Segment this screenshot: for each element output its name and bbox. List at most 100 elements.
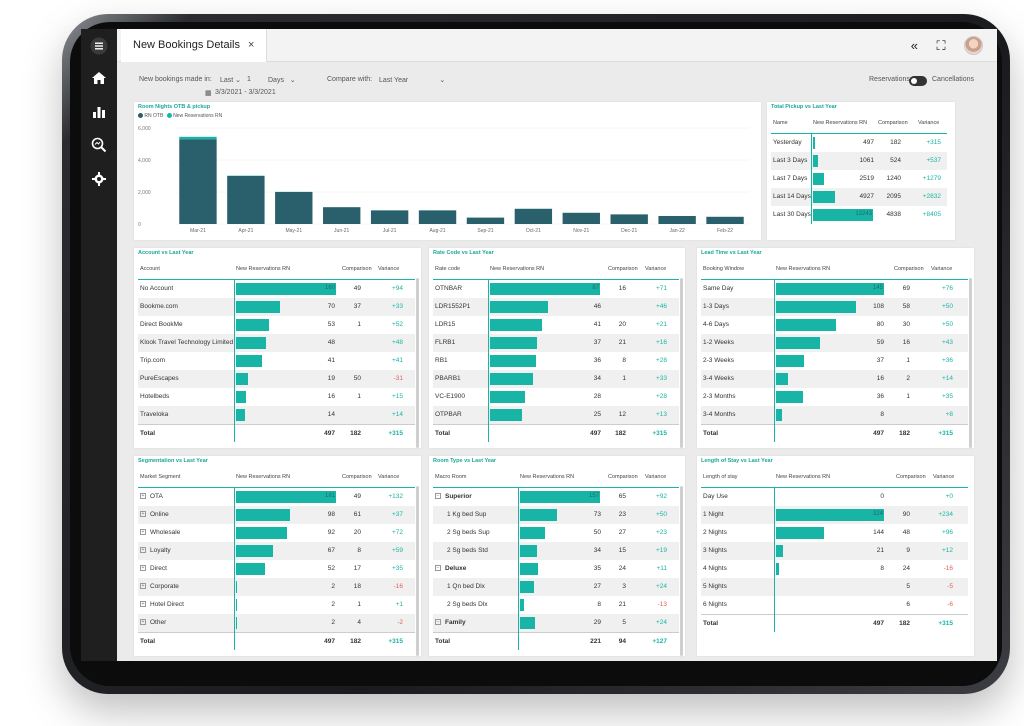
- rate-row[interactable]: OTPBAR 25 12 +13: [433, 406, 679, 424]
- bar-chart-icon[interactable]: [90, 103, 108, 121]
- total-pickup-table: Name New Reservations RN Comparison Varianc…: [771, 113, 947, 224]
- total_pickup-row[interactable]: Last 14 Days 4927 2095 +2832: [771, 188, 947, 206]
- lead-row[interactable]: 4-6 Days 80 30 +50: [701, 316, 968, 334]
- lead-row[interactable]: 1-2 Weeks 59 16 +43: [701, 334, 968, 352]
- collapse-icon[interactable]: «: [910, 38, 918, 53]
- value-bar: [776, 355, 804, 367]
- roomtype-row[interactable]: 2 Sg beds Sup 50 27 +23: [433, 524, 679, 542]
- period-value: Last: [220, 77, 234, 84]
- total_pickup-row[interactable]: Last 3 Days 1061 524 +537: [771, 152, 947, 170]
- segment-row[interactable]: + OTA 181 49 +132: [138, 488, 415, 506]
- bar-otb: [706, 216, 744, 224]
- new-reservations-value: 8: [597, 601, 601, 608]
- total-label: Total: [703, 430, 719, 437]
- lead-scrollbar[interactable]: [969, 278, 972, 448]
- row-label: PureEscapes: [140, 375, 179, 382]
- bar-otb: [610, 214, 648, 224]
- total-variance: +315: [938, 620, 953, 627]
- new-reservations-value: 2: [331, 601, 335, 608]
- account-row[interactable]: Traveloka 14 +14: [138, 406, 415, 424]
- account-row[interactable]: Klook Travel Technology Limited 48 +48: [138, 334, 415, 352]
- lead-row[interactable]: 3-4 Months 8 +8: [701, 406, 968, 424]
- bar-otb: [466, 217, 505, 224]
- total_pickup-row[interactable]: Last 7 Days 2519 1240 +1279: [771, 170, 947, 188]
- total_pickup-row[interactable]: Last 30 Days 13243 4838 +8405: [771, 206, 947, 224]
- avatar[interactable]: [964, 36, 983, 55]
- account-row[interactable]: Hotelbeds 16 1 +15: [138, 388, 415, 406]
- value-bar: [520, 509, 558, 521]
- variance-value: +36: [941, 357, 953, 364]
- segment-row[interactable]: + Wholesale 92 20 +72: [138, 524, 415, 542]
- stay-row[interactable]: 1 Night 324 90 +234: [701, 506, 968, 524]
- account-total-row: Total 497 182 +315: [138, 424, 415, 442]
- segment-row[interactable]: + Direct 52 17 +35: [138, 560, 415, 578]
- value-bar: [236, 319, 270, 331]
- account-row[interactable]: Bookme.com 70 37 +33: [138, 298, 415, 316]
- roomtype-row[interactable]: 1 Kg bed Sup 73 23 +50: [433, 506, 679, 524]
- account-row[interactable]: No Account 160 49 +94: [138, 280, 415, 298]
- stay-row[interactable]: 2 Nights 144 48 +96: [701, 524, 968, 542]
- rate-row[interactable]: LDR15 41 20 +21: [433, 316, 679, 334]
- account-row[interactable]: Direct BookMe 53 1 +52: [138, 316, 415, 334]
- unit-select[interactable]: Days ⌄: [268, 77, 296, 84]
- rate-row[interactable]: FLRB1 37 21 +16: [433, 334, 679, 352]
- tab-new-bookings[interactable]: New Bookings Details ×: [121, 29, 268, 62]
- close-icon[interactable]: ×: [248, 39, 255, 51]
- home-icon[interactable]: [90, 69, 108, 87]
- stay-row[interactable]: 6 Nights 6 -6: [701, 596, 968, 614]
- new-reservations-value: 48: [327, 339, 335, 346]
- search-analytics-icon[interactable]: [90, 136, 108, 154]
- roomtype-row[interactable]: − Deluxe 35 24 +11: [433, 560, 679, 578]
- stay-row[interactable]: 5 Nights 5 -5: [701, 578, 968, 596]
- gear-icon[interactable]: [90, 170, 108, 188]
- new-reservations-value: 52: [327, 565, 335, 572]
- row-label: VC-E1900: [435, 393, 465, 400]
- rate-row[interactable]: LDR1552P1 46 +46: [433, 298, 679, 316]
- bar-otb: [658, 216, 696, 224]
- value-bar: [776, 373, 788, 385]
- row-label: Loyalty: [150, 547, 171, 554]
- rate-row[interactable]: VC-E1900 28 +28: [433, 388, 679, 406]
- fullscreen-icon[interactable]: ⛶: [936, 37, 946, 53]
- lead-row[interactable]: 3-4 Weeks 16 2 +14: [701, 370, 968, 388]
- total-value: 221: [590, 638, 601, 645]
- lead-row[interactable]: 2-3 Months 36 1 +35: [701, 388, 968, 406]
- menu-icon[interactable]: [90, 37, 108, 55]
- account-scrollbar[interactable]: [416, 278, 419, 448]
- account-row[interactable]: PureEscapes 19 50 -31: [138, 370, 415, 388]
- column-header: Variance: [645, 474, 667, 480]
- rate-row[interactable]: OTNBAR 87 16 +71: [433, 280, 679, 298]
- rate-scrollbar[interactable]: [680, 278, 683, 448]
- stay-row[interactable]: 3 Nights 21 9 +12: [701, 542, 968, 560]
- roomtype-row[interactable]: 1 Qn bed Dlx 27 3 +24: [433, 578, 679, 596]
- account-row[interactable]: Trip.com 41 +41: [138, 352, 415, 370]
- compare-select[interactable]: Last Year ⌄: [379, 77, 446, 84]
- roomtype-scrollbar[interactable]: [680, 486, 683, 656]
- roomtype-row[interactable]: − Superior 157 65 +92: [433, 488, 679, 506]
- roomtype-row[interactable]: − Family 29 5 +24: [433, 614, 679, 632]
- y-tick-label: 6,000: [138, 126, 151, 132]
- total_pickup-row[interactable]: Yesterday 497 182 +315: [771, 134, 947, 152]
- lead-row[interactable]: 2-3 Weeks 37 1 +36: [701, 352, 968, 370]
- segment-scrollbar[interactable]: [416, 486, 419, 656]
- roomtype-row[interactable]: 2 Sg beds Dlx 8 21 -13: [433, 596, 679, 614]
- date-range[interactable]: 3/3/2021 - 3/3/2021: [215, 89, 276, 96]
- rate-row[interactable]: RB1 36 8 +28: [433, 352, 679, 370]
- expand-icon: +: [140, 583, 146, 589]
- period-number[interactable]: 1: [247, 76, 251, 83]
- row-label: Day Use: [703, 493, 728, 500]
- lead-row[interactable]: 1-3 Days 108 58 +50: [701, 298, 968, 316]
- stay-row[interactable]: Day Use 0 +0: [701, 488, 968, 506]
- lead-row[interactable]: Same Day 145 69 +76: [701, 280, 968, 298]
- stay-row[interactable]: 4 Nights 8 24 -16: [701, 560, 968, 578]
- segment-row[interactable]: + Corporate 2 18 -16: [138, 578, 415, 596]
- period-select[interactable]: Last ⌄: [220, 77, 242, 84]
- segment-row[interactable]: + Loyalty 67 8 +59: [138, 542, 415, 560]
- rate-row[interactable]: PBARB1 34 1 +33: [433, 370, 679, 388]
- roomtype-row[interactable]: 2 Sg beds Std 34 15 +19: [433, 542, 679, 560]
- segment-row[interactable]: + Other 2 4 -2: [138, 614, 415, 632]
- new-reservations-value: 53: [327, 321, 335, 328]
- segment-row[interactable]: + Online 98 61 +37: [138, 506, 415, 524]
- segment-row[interactable]: + Hotel Direct 2 1 +1: [138, 596, 415, 614]
- reservations-cancellations-toggle[interactable]: [909, 76, 927, 86]
